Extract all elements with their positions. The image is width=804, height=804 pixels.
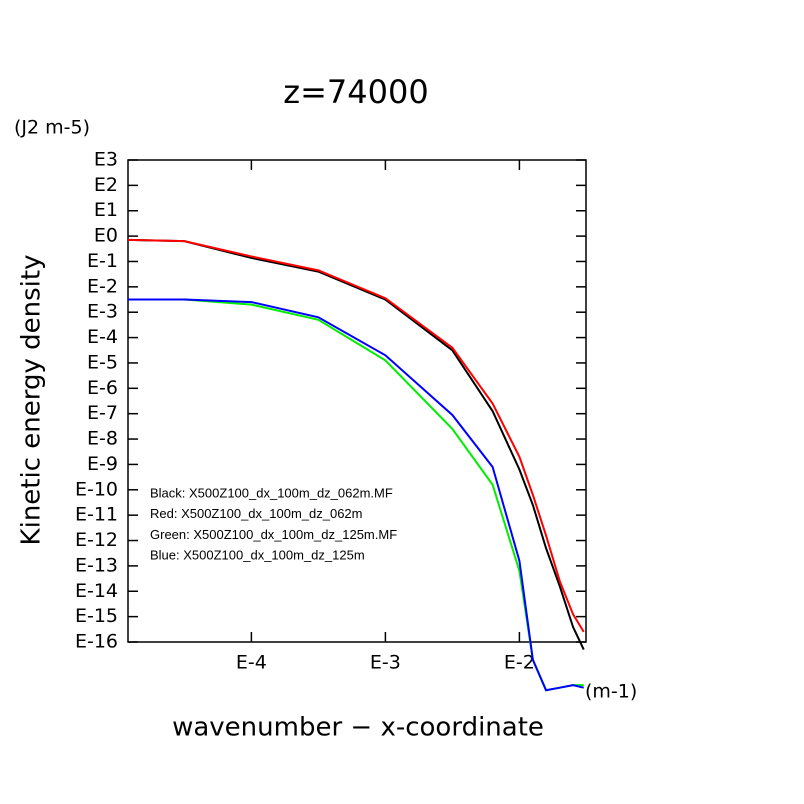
y-tick-label: E-13 (75, 554, 118, 576)
y-tick-label: E-8 (87, 428, 118, 450)
x-axis-label: wavenumber − x-coordinate (172, 713, 544, 743)
y-tick-label: E1 (94, 199, 118, 221)
legend-entry: Green: X500Z100_dx_100m_dz_125m.MF (150, 527, 397, 542)
y-axis-label: Kinetic energy density (17, 255, 47, 546)
y-tick-label: E-16 (75, 631, 118, 653)
plot-frame (127, 159, 587, 643)
x-unit: (m-1) (585, 681, 637, 703)
x-tick-label: E-2 (504, 652, 535, 674)
chart-title: z=74000 (283, 73, 428, 111)
legend-entry: Red: X500Z100_dx_100m_dz_062m (150, 506, 362, 521)
y-tick-label: E2 (94, 174, 118, 196)
x-tick-label: E-4 (236, 652, 267, 674)
series-line (127, 238, 585, 633)
series-line (127, 238, 585, 651)
y-tick-label: E-3 (87, 301, 118, 323)
y-unit: (J2 m-5) (14, 117, 90, 139)
legend-entry: Black: X500Z100_dx_100m_dz_062m.MF (150, 485, 393, 500)
y-tick-label: E-15 (75, 605, 118, 627)
y-tick-label: E-5 (87, 351, 118, 373)
y-tick-label: E-11 (75, 504, 118, 526)
y-tick-label: E-9 (87, 453, 118, 475)
x-tick-label: E-3 (370, 652, 401, 674)
y-tick-label: E-10 (75, 478, 118, 500)
y-tick-label: E-4 (87, 326, 118, 348)
y-tick-label: E-12 (75, 529, 118, 551)
y-tick-label: E-2 (87, 275, 118, 297)
series-line (128, 298, 584, 692)
y-tick-label: E-6 (87, 377, 118, 399)
y-tick-label: E-14 (75, 580, 118, 602)
y-tick-label: E3 (94, 149, 118, 171)
legend-entry: Blue: X500Z100_dx_100m_dz_125m (150, 548, 365, 563)
y-tick-label: E-7 (87, 402, 118, 424)
y-tick-label: E0 (94, 225, 118, 247)
y-tick-label: E-1 (87, 250, 118, 272)
